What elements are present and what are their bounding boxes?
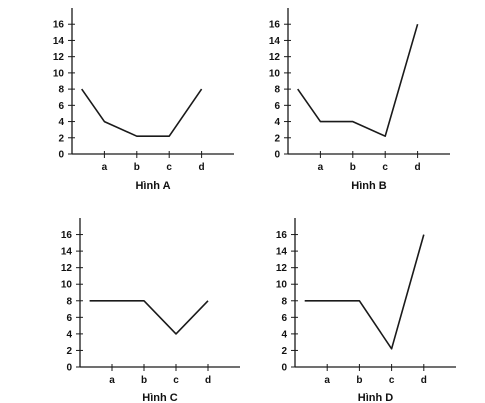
y-tick-label: 4 bbox=[66, 329, 72, 340]
y-tick-label: 12 bbox=[53, 52, 65, 63]
y-tick-label: 12 bbox=[276, 263, 288, 274]
y-tick-label: 16 bbox=[61, 230, 73, 241]
y-tick-label: 8 bbox=[281, 296, 287, 307]
series-line bbox=[304, 234, 425, 350]
y-tick-label: 8 bbox=[58, 85, 64, 96]
x-tick-label-b: b bbox=[134, 162, 140, 173]
y-tick-label: 2 bbox=[274, 133, 280, 144]
y-tick-label: 16 bbox=[53, 20, 65, 31]
x-tick-label-c: c bbox=[173, 375, 179, 386]
series-line bbox=[89, 299, 209, 335]
x-tick-label-a: a bbox=[102, 162, 108, 173]
y-tick-label: 2 bbox=[66, 346, 72, 357]
y-tick-label: 8 bbox=[66, 296, 72, 307]
x-tick-label-d: d bbox=[421, 375, 427, 386]
x-tick-label-d: d bbox=[205, 375, 211, 386]
y-tick-label: 6 bbox=[281, 313, 287, 324]
y-tick-label: 4 bbox=[281, 329, 287, 340]
x-tick-label-c: c bbox=[389, 375, 395, 386]
x-tick-label-a: a bbox=[318, 162, 324, 173]
y-tick-label: 2 bbox=[58, 133, 64, 144]
y-tick-label: 4 bbox=[274, 117, 280, 128]
chart-panel-hinh-c: 0 2 4 6 8 10 12 14 16 a b c d Hình C bbox=[61, 218, 240, 403]
x-tick-label-a: a bbox=[109, 375, 115, 386]
x-tick-label-b: b bbox=[350, 162, 356, 173]
series-line bbox=[297, 23, 419, 137]
y-tick-label: 12 bbox=[61, 263, 73, 274]
chart-panel-hinh-a: 0 2 4 6 8 10 12 14 16 a b c d Hình A bbox=[53, 8, 234, 192]
y-tick-label: 0 bbox=[274, 150, 280, 161]
y-tick-label: 14 bbox=[61, 247, 73, 258]
panel-title-hinh-a: Hình A bbox=[135, 180, 170, 192]
x-tick-label-d: d bbox=[199, 162, 205, 173]
x-tick-label-c: c bbox=[166, 162, 172, 173]
y-tick-label: 10 bbox=[61, 280, 73, 291]
y-tick-label: 16 bbox=[269, 20, 281, 31]
y-tick-label: 0 bbox=[281, 363, 287, 374]
y-tick-label: 8 bbox=[274, 85, 280, 96]
y-tick-label: 6 bbox=[274, 101, 280, 112]
y-tick-label: 0 bbox=[58, 150, 64, 161]
x-tick-label-b: b bbox=[141, 375, 147, 386]
y-tick-label: 12 bbox=[269, 52, 281, 63]
y-tick-label: 10 bbox=[269, 68, 281, 79]
panel-title-hinh-b: Hình B bbox=[351, 180, 386, 192]
x-tick-label-d: d bbox=[415, 162, 421, 173]
x-tick-label-c: c bbox=[382, 162, 388, 173]
y-tick-label: 4 bbox=[58, 117, 64, 128]
y-tick-label: 14 bbox=[53, 36, 65, 47]
y-tick-label: 10 bbox=[276, 280, 288, 291]
chart-panel-hinh-d: 0 2 4 6 8 10 12 14 16 a b c d Hình D bbox=[276, 218, 456, 403]
series-line bbox=[81, 88, 203, 137]
panel-title-hinh-c: Hình C bbox=[142, 392, 177, 403]
chart-panel-hinh-b: 0 2 4 6 8 10 12 14 16 a b c d Hình B bbox=[269, 8, 450, 192]
y-tick-label: 2 bbox=[281, 346, 287, 357]
y-tick-label: 6 bbox=[58, 101, 64, 112]
y-tick-label: 0 bbox=[66, 363, 72, 374]
x-tick-label-b: b bbox=[356, 375, 362, 386]
x-tick-label-a: a bbox=[324, 375, 330, 386]
y-tick-label: 6 bbox=[66, 313, 72, 324]
y-tick-label: 16 bbox=[276, 230, 288, 241]
panel-title-hinh-d: Hình D bbox=[358, 392, 393, 403]
y-tick-label: 14 bbox=[269, 36, 281, 47]
y-tick-label: 14 bbox=[276, 247, 288, 258]
y-tick-label: 10 bbox=[53, 68, 65, 79]
